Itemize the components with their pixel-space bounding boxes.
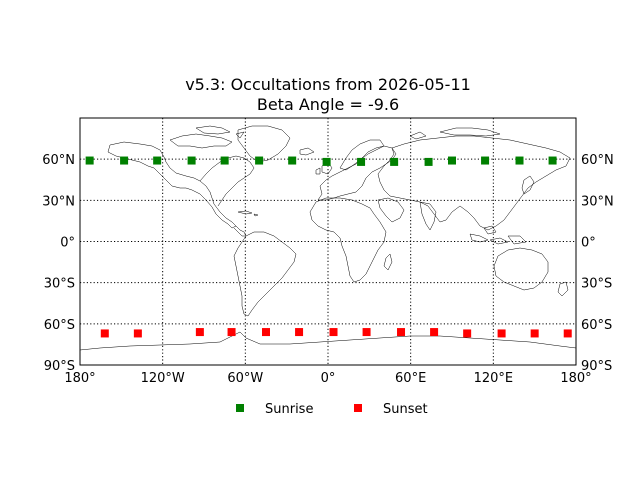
- y-tick-label-left: 90°S: [44, 359, 75, 374]
- axis-ticks: 180° 120°W 60°W 0° 60°E 120°E 180° 60°N 60°N 30°N…: [42, 153, 614, 386]
- sunset-point: [133, 329, 142, 338]
- sunset-point: [295, 328, 304, 337]
- x-tick-label: 60°E: [395, 371, 426, 386]
- coast-caribbean: [237, 210, 259, 217]
- sunset-point: [497, 329, 506, 338]
- coast-new-zealand: [557, 281, 569, 297]
- sunrise-point: [288, 156, 297, 165]
- sunrise-point: [390, 157, 399, 166]
- sunset-point: [362, 328, 371, 337]
- sunset-point: [100, 329, 109, 338]
- sunrise-point: [322, 157, 331, 166]
- coast-antarctica: [79, 331, 577, 351]
- sunset-point: [563, 329, 572, 338]
- y-tick-label-left: 0°: [60, 236, 75, 251]
- y-tick-label-right: 60°N: [581, 153, 614, 168]
- y-tick-label-left: 30°N: [42, 194, 75, 209]
- coast-indonesia: [469, 225, 527, 245]
- coast-greenland: [237, 125, 291, 163]
- x-tick-label: 180°: [560, 371, 591, 386]
- coast-europe: [317, 145, 397, 201]
- coast-arctic-islands: [195, 125, 245, 139]
- y-tick-label-left: 60°S: [44, 318, 75, 333]
- coast-asia: [377, 135, 571, 231]
- coast-madagascar: [383, 253, 393, 271]
- coast-australia: [493, 247, 549, 291]
- y-tick-label-right: 30°N: [581, 194, 614, 209]
- y-tick-label-left: 30°S: [44, 277, 75, 292]
- sunrise-point: [448, 156, 456, 165]
- sunrise-point: [85, 156, 94, 165]
- coast-japan: [521, 175, 535, 195]
- x-tick-label: 120°W: [141, 371, 185, 386]
- grid-lines: [80, 118, 576, 365]
- coast-arabia: [377, 197, 405, 223]
- coast-south-america: [233, 231, 297, 317]
- legend-sunrise-marker: [236, 404, 244, 412]
- sunset-point: [463, 329, 472, 338]
- sunrise-point: [120, 156, 129, 165]
- sunset-point: [397, 328, 406, 337]
- sunset-point: [195, 328, 204, 337]
- coast-scandinavia: [339, 139, 385, 171]
- legend-sunset-label: Sunset: [383, 402, 428, 417]
- coast-iceland: [299, 147, 315, 156]
- sunrise-point: [357, 157, 366, 166]
- x-tick-label: 180°: [64, 371, 95, 386]
- legend: Sunrise Sunset: [236, 402, 428, 417]
- sunset-point: [329, 328, 338, 337]
- y-tick-label-right: 90°S: [581, 359, 612, 374]
- coast-canadian-arctic: [169, 133, 233, 149]
- x-tick-label: 0°: [321, 371, 336, 386]
- chart-title-line1: v5.3: Occultations from 2026-05-11: [185, 75, 471, 94]
- sunrise-point: [187, 156, 196, 165]
- sunrise-point: [153, 156, 162, 165]
- coast-arctic-russia: [409, 127, 501, 140]
- x-tick-label: 60°W: [227, 371, 263, 386]
- y-tick-label-right: 0°: [581, 236, 596, 251]
- sunrise-point: [515, 156, 524, 165]
- x-tick-label: 120°E: [474, 371, 514, 386]
- sunrise-point: [481, 156, 490, 165]
- sunset-point: [430, 328, 439, 337]
- coast-india: [419, 201, 437, 231]
- coast-north-america-east: [199, 155, 255, 207]
- sunrise-point: [220, 156, 229, 165]
- map-area: [79, 117, 577, 366]
- y-tick-label-right: 60°S: [581, 318, 612, 333]
- sunset-point: [262, 328, 270, 337]
- coast-africa: [309, 197, 387, 283]
- data-marks: [85, 156, 572, 338]
- y-tick-label-right: 30°S: [581, 277, 612, 292]
- sunrise-point: [255, 156, 264, 165]
- legend-sunrise-label: Sunrise: [265, 402, 313, 417]
- legend-sunset-marker: [354, 404, 362, 412]
- chart-title-line2: Beta Angle = -9.6: [257, 95, 399, 114]
- sunrise-point: [424, 157, 433, 166]
- map-frame: [79, 117, 577, 366]
- coast-north-america: [107, 141, 237, 229]
- sunset-point: [227, 328, 236, 337]
- coastlines: [79, 125, 577, 351]
- sunrise-point: [548, 156, 557, 165]
- y-tick-label-left: 60°N: [42, 153, 75, 168]
- sunset-point: [530, 329, 539, 338]
